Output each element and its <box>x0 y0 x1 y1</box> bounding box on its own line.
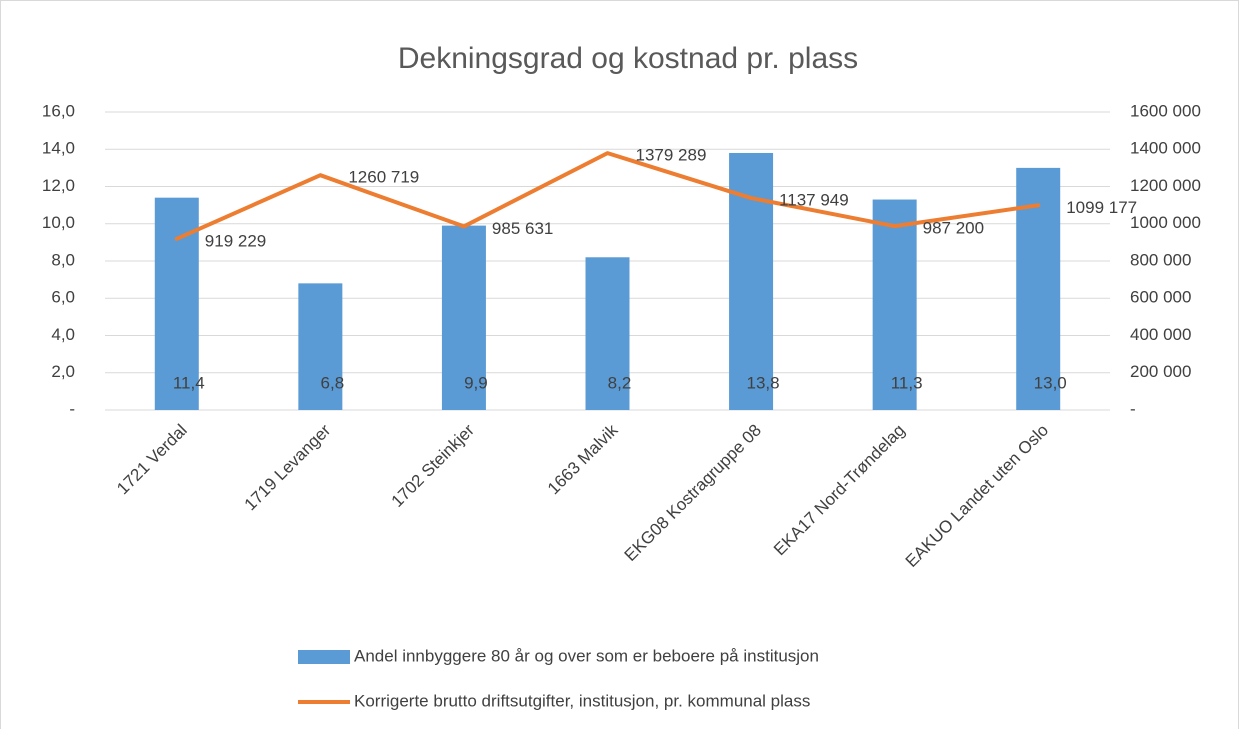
y-tick-label: 6,0 <box>51 288 75 307</box>
bar <box>585 257 630 410</box>
y-tick-label: 10,0 <box>42 213 75 232</box>
legend-label: Korrigerte brutto driftsutgifter, instit… <box>354 691 810 710</box>
bar <box>441 225 486 410</box>
bar-value-label: 9,9 <box>464 373 488 392</box>
y2-tick-label: 1000 000 <box>1130 213 1201 232</box>
line-value-label: 1099 177 <box>1066 198 1137 217</box>
bar-value-label: 8,2 <box>608 373 632 392</box>
y2-tick-label: - <box>1130 399 1136 418</box>
legend-swatch <box>298 650 350 664</box>
y-tick-label: 14,0 <box>42 139 75 158</box>
legend-label: Andel innbyggere 80 år og over som er be… <box>354 646 819 665</box>
y-tick-label: 8,0 <box>51 250 75 269</box>
line-value-label: 987 200 <box>923 219 984 238</box>
y-tick-label: - <box>69 399 75 418</box>
y-tick-label: 4,0 <box>51 325 75 344</box>
y-tick-label: 2,0 <box>51 362 75 381</box>
y-tick-label: 12,0 <box>42 176 75 195</box>
bar-value-label: 11,4 <box>173 373 205 392</box>
y2-tick-label: 800 000 <box>1130 250 1191 269</box>
y2-tick-label: 1400 000 <box>1130 139 1201 158</box>
line-value-label: 919 229 <box>205 231 266 250</box>
bar <box>872 199 917 410</box>
bar <box>298 283 343 410</box>
chart-title: Dekningsgrad og kostnad pr. plass <box>398 42 858 75</box>
line-value-label: 1137 949 <box>779 191 849 210</box>
bar-value-label: 11,3 <box>891 373 923 392</box>
bar <box>729 152 774 410</box>
y2-tick-label: 1600 000 <box>1130 101 1201 120</box>
y2-tick-label: 1200 000 <box>1130 176 1201 195</box>
y-tick-label: 16,0 <box>42 101 75 120</box>
line <box>174 151 1041 241</box>
bar-value-label: 13,8 <box>747 373 780 392</box>
y2-tick-label: 200 000 <box>1130 362 1191 381</box>
line-value-label: 985 631 <box>492 219 553 238</box>
line-value-label: 1260 719 <box>348 168 419 187</box>
y2-tick-label: 600 000 <box>1130 288 1191 307</box>
bar-value-label: 13,0 <box>1034 373 1067 392</box>
bar-value-label: 6,8 <box>321 373 345 392</box>
line-value-label: 1379 289 <box>636 146 707 165</box>
y2-tick-label: 400 000 <box>1130 325 1191 344</box>
